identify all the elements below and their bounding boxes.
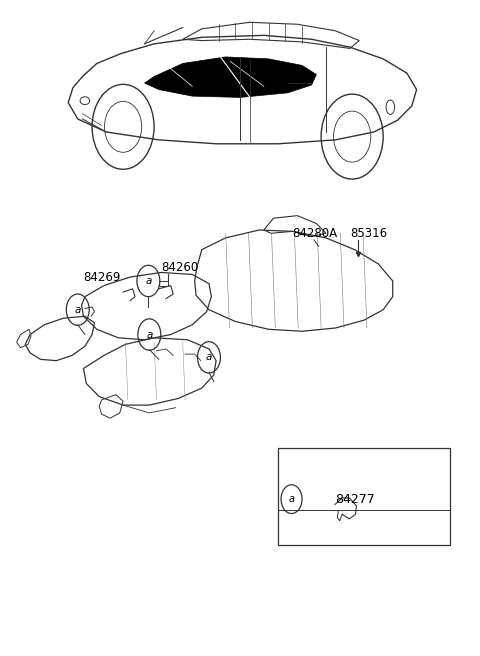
- Bar: [278, 448, 450, 545]
- Text: 84260: 84260: [161, 262, 199, 274]
- Text: a: a: [145, 276, 152, 286]
- Text: a: a: [288, 494, 295, 504]
- Text: a: a: [146, 329, 153, 340]
- Text: 85316: 85316: [350, 227, 387, 240]
- Text: 84277: 84277: [336, 493, 375, 506]
- Text: a: a: [206, 352, 212, 362]
- Text: a: a: [74, 304, 81, 315]
- Text: 84269: 84269: [84, 270, 121, 283]
- Text: 84280A: 84280A: [292, 227, 337, 240]
- Polygon shape: [144, 57, 316, 97]
